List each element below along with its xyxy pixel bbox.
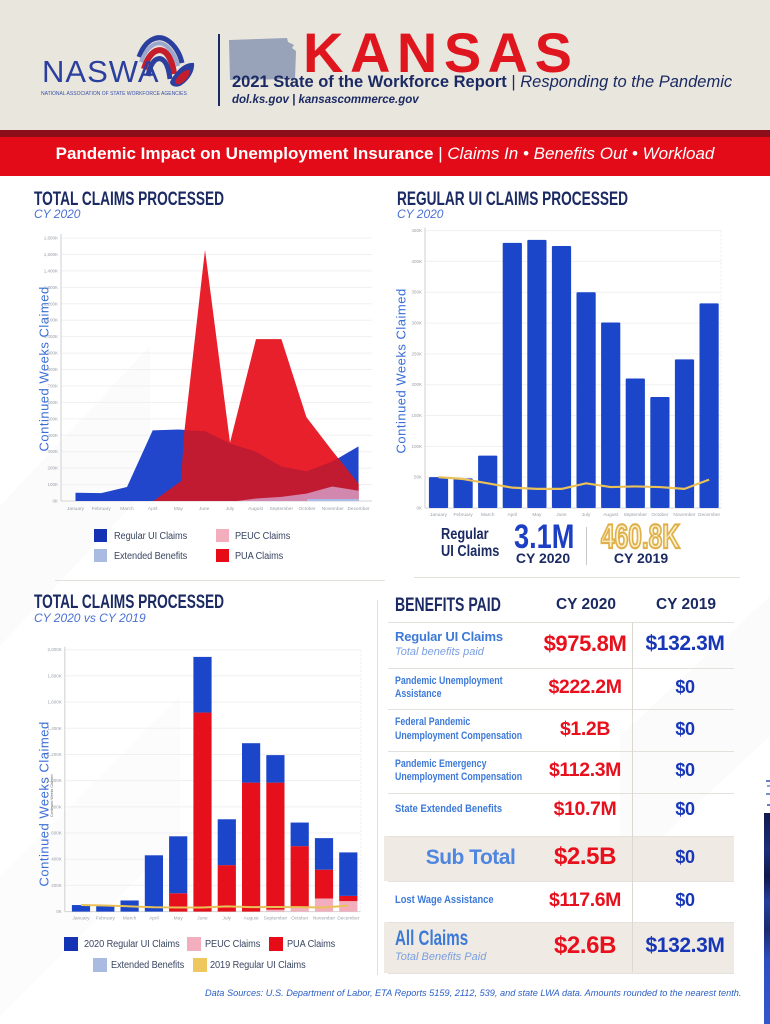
- svg-text:November: November: [322, 506, 345, 512]
- svg-text:June: June: [199, 506, 210, 512]
- svg-text:December: December: [347, 506, 370, 512]
- svg-text:1,200K: 1,200K: [44, 301, 58, 306]
- svg-text:September: September: [270, 506, 294, 512]
- svg-text:200K: 200K: [411, 382, 422, 387]
- svg-text:800K: 800K: [47, 367, 58, 372]
- svg-text:1,400K: 1,400K: [44, 268, 58, 273]
- svg-text:August: August: [244, 916, 260, 922]
- svg-text:2,000K: 2,000K: [48, 647, 62, 652]
- svg-text:December: December: [337, 916, 360, 922]
- svg-text:July: July: [226, 506, 235, 512]
- svg-text:January: January: [72, 916, 90, 922]
- svg-text:December: December: [698, 512, 721, 518]
- svg-text:July: July: [223, 916, 232, 922]
- svg-text:October: October: [651, 512, 668, 518]
- svg-text:100K: 100K: [411, 444, 422, 449]
- svg-text:November: November: [673, 512, 696, 518]
- svg-text:250K: 250K: [411, 351, 422, 356]
- svg-text:May: May: [174, 916, 184, 922]
- svg-text:600K: 600K: [51, 831, 62, 836]
- svg-text:450K: 450K: [411, 228, 422, 233]
- svg-text:May: May: [174, 506, 184, 512]
- svg-text:1,600K: 1,600K: [48, 700, 62, 705]
- svg-text:100K: 100K: [47, 482, 58, 487]
- svg-text:350K: 350K: [411, 290, 422, 295]
- svg-text:May: May: [532, 512, 542, 518]
- svg-text:March: March: [481, 512, 495, 518]
- svg-text:1,300K: 1,300K: [44, 285, 58, 290]
- svg-text:January: January: [67, 506, 85, 512]
- svg-text:50K: 50K: [414, 475, 422, 480]
- svg-text:200K: 200K: [47, 466, 58, 471]
- svg-text:March: March: [120, 506, 134, 512]
- svg-text:200K: 200K: [51, 883, 62, 888]
- svg-text:0K: 0K: [56, 909, 62, 914]
- svg-text:1,500K: 1,500K: [44, 252, 58, 257]
- svg-text:August: August: [248, 506, 264, 512]
- svg-text:500K: 500K: [47, 416, 58, 421]
- svg-text:400K: 400K: [411, 259, 422, 264]
- svg-text:1,200K: 1,200K: [48, 752, 62, 757]
- svg-text:1,400K: 1,400K: [48, 726, 62, 731]
- svg-text:February: February: [92, 506, 112, 512]
- svg-text:April: April: [149, 916, 159, 922]
- svg-text:900K: 900K: [47, 351, 58, 356]
- svg-text:300K: 300K: [411, 321, 422, 326]
- svg-text:800K: 800K: [51, 804, 62, 809]
- svg-text:February: February: [453, 512, 473, 518]
- svg-text:1,000K: 1,000K: [44, 334, 58, 339]
- svg-text:March: March: [123, 916, 137, 922]
- svg-text:0K: 0K: [52, 499, 58, 504]
- svg-text:October: October: [291, 916, 308, 922]
- svg-text:600K: 600K: [47, 400, 58, 405]
- svg-text:October: October: [299, 506, 316, 512]
- svg-text:January: January: [430, 512, 448, 518]
- svg-text:0K: 0K: [416, 506, 422, 511]
- svg-text:300K: 300K: [47, 449, 58, 454]
- svg-text:700K: 700K: [47, 383, 58, 388]
- svg-text:April: April: [148, 506, 158, 512]
- svg-text:June: June: [556, 512, 567, 518]
- svg-text:September: September: [624, 512, 648, 518]
- svg-text:April: April: [507, 512, 517, 518]
- svg-text:November: November: [313, 916, 336, 922]
- svg-text:July: July: [582, 512, 591, 518]
- svg-text:June: June: [197, 916, 208, 922]
- svg-text:400K: 400K: [51, 857, 62, 862]
- svg-text:1,000K: 1,000K: [48, 778, 62, 783]
- svg-text:1,800K: 1,800K: [48, 673, 62, 678]
- svg-text:February: February: [96, 916, 116, 922]
- svg-text:September: September: [264, 916, 288, 922]
- svg-text:1,100K: 1,100K: [44, 318, 58, 323]
- svg-text:1,600K: 1,600K: [44, 236, 58, 241]
- svg-text:150K: 150K: [411, 413, 422, 418]
- svg-text:400K: 400K: [47, 433, 58, 438]
- svg-text:August: August: [603, 512, 619, 518]
